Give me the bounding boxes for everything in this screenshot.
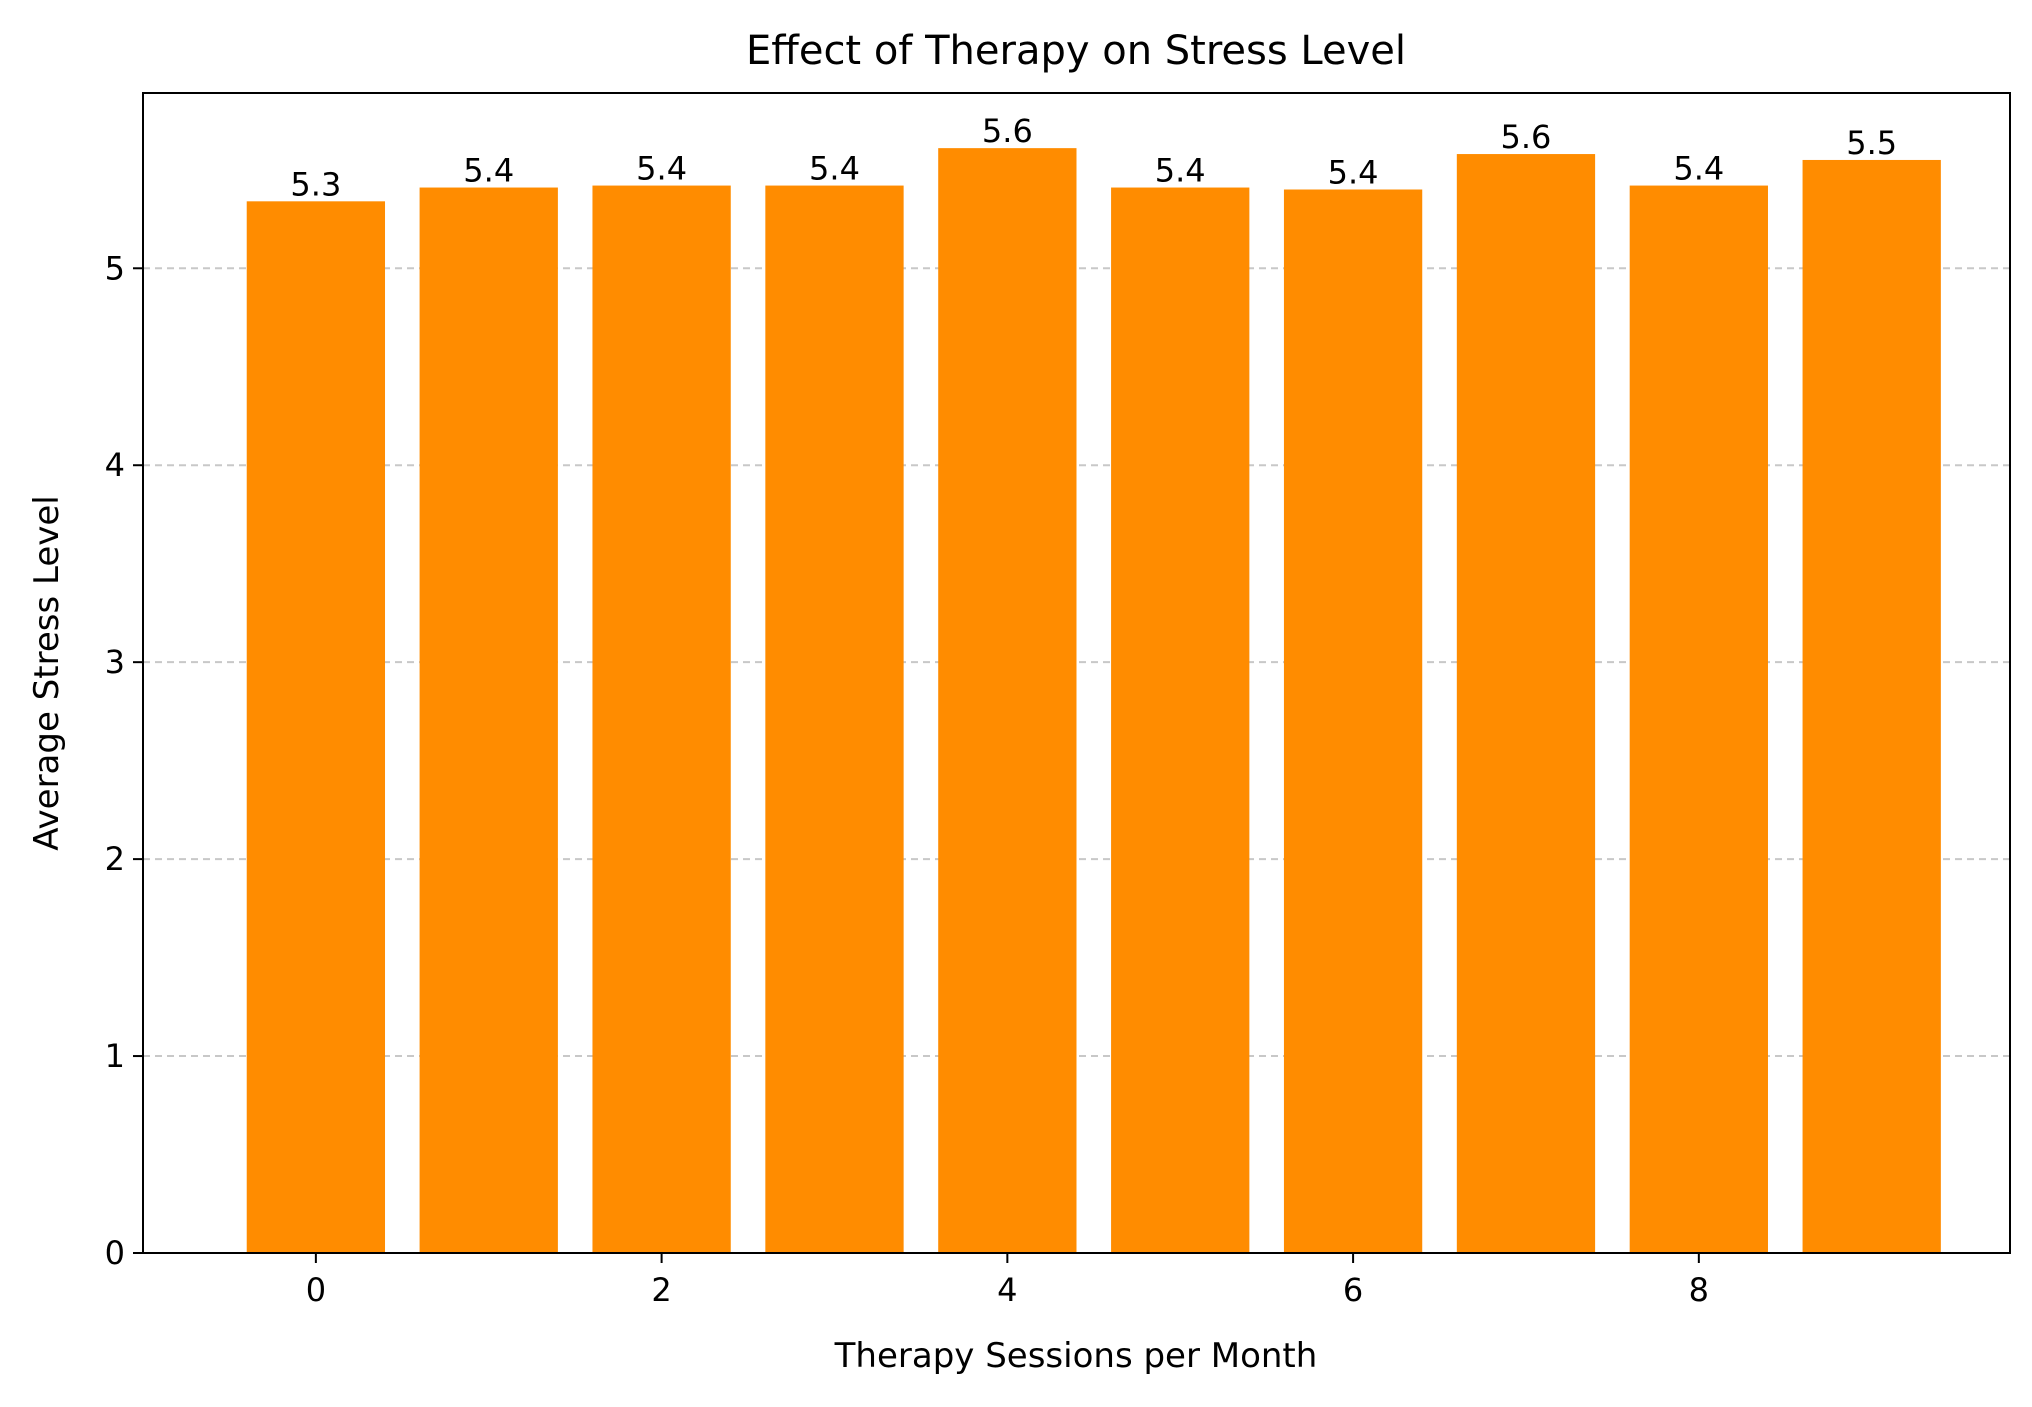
- y-tick-label-2: 2: [105, 840, 125, 878]
- y-tick-label-5: 5: [105, 249, 125, 287]
- data-label-2: 5.4: [636, 150, 687, 188]
- data-label-8: 5.4: [1673, 150, 1724, 188]
- bar-3: [765, 185, 904, 1253]
- data-label-4: 5.6: [982, 112, 1033, 150]
- data-label-0: 5.3: [290, 165, 341, 203]
- bar-0: [246, 201, 386, 1253]
- y-axis-ticks: 0 1 2 3 4 5: [105, 249, 143, 1272]
- data-label-5: 5.4: [1155, 152, 1206, 190]
- data-label-9: 5.5: [1846, 124, 1897, 162]
- chart-title: Effect of Therapy on Stress Level: [746, 28, 1406, 74]
- bar-2: [592, 185, 731, 1253]
- bar-9: [1802, 159, 1941, 1254]
- data-label-1: 5.4: [463, 152, 514, 190]
- bar-5: [1111, 187, 1250, 1254]
- data-label-6: 5.4: [1328, 154, 1379, 192]
- y-tick-label-0: 0: [105, 1234, 125, 1272]
- axes-frame: [142, 92, 2011, 1254]
- bar-7: [1456, 154, 1596, 1254]
- x-tick-label-4: 4: [997, 1271, 1017, 1309]
- y-tick-label-4: 4: [105, 446, 125, 484]
- bar-4: [938, 148, 1077, 1254]
- bars: [246, 148, 1941, 1254]
- x-axis-ticks: 0 2 4 6 8: [306, 1253, 1709, 1309]
- x-tick-label-0: 0: [306, 1271, 326, 1309]
- bar-8: [1629, 185, 1768, 1253]
- bar-6: [1283, 189, 1423, 1253]
- x-tick-label-6: 6: [1343, 1271, 1363, 1309]
- data-label-7: 5.6: [1501, 118, 1552, 156]
- bar-1: [419, 187, 558, 1254]
- y-axis-label: Average Stress Level: [27, 495, 67, 850]
- data-label-3: 5.4: [809, 150, 860, 188]
- data-labels: 5.3 5.4 5.4 5.4 5.6 5.4 5.4 5.6 5.4 5.5: [290, 112, 1897, 203]
- x-tick-label-8: 8: [1689, 1271, 1709, 1309]
- x-tick-label-2: 2: [651, 1271, 671, 1309]
- x-axis-label: Therapy Sessions per Month: [834, 1336, 1318, 1376]
- y-tick-label-1: 1: [105, 1037, 125, 1075]
- y-tick-label-3: 3: [105, 643, 125, 681]
